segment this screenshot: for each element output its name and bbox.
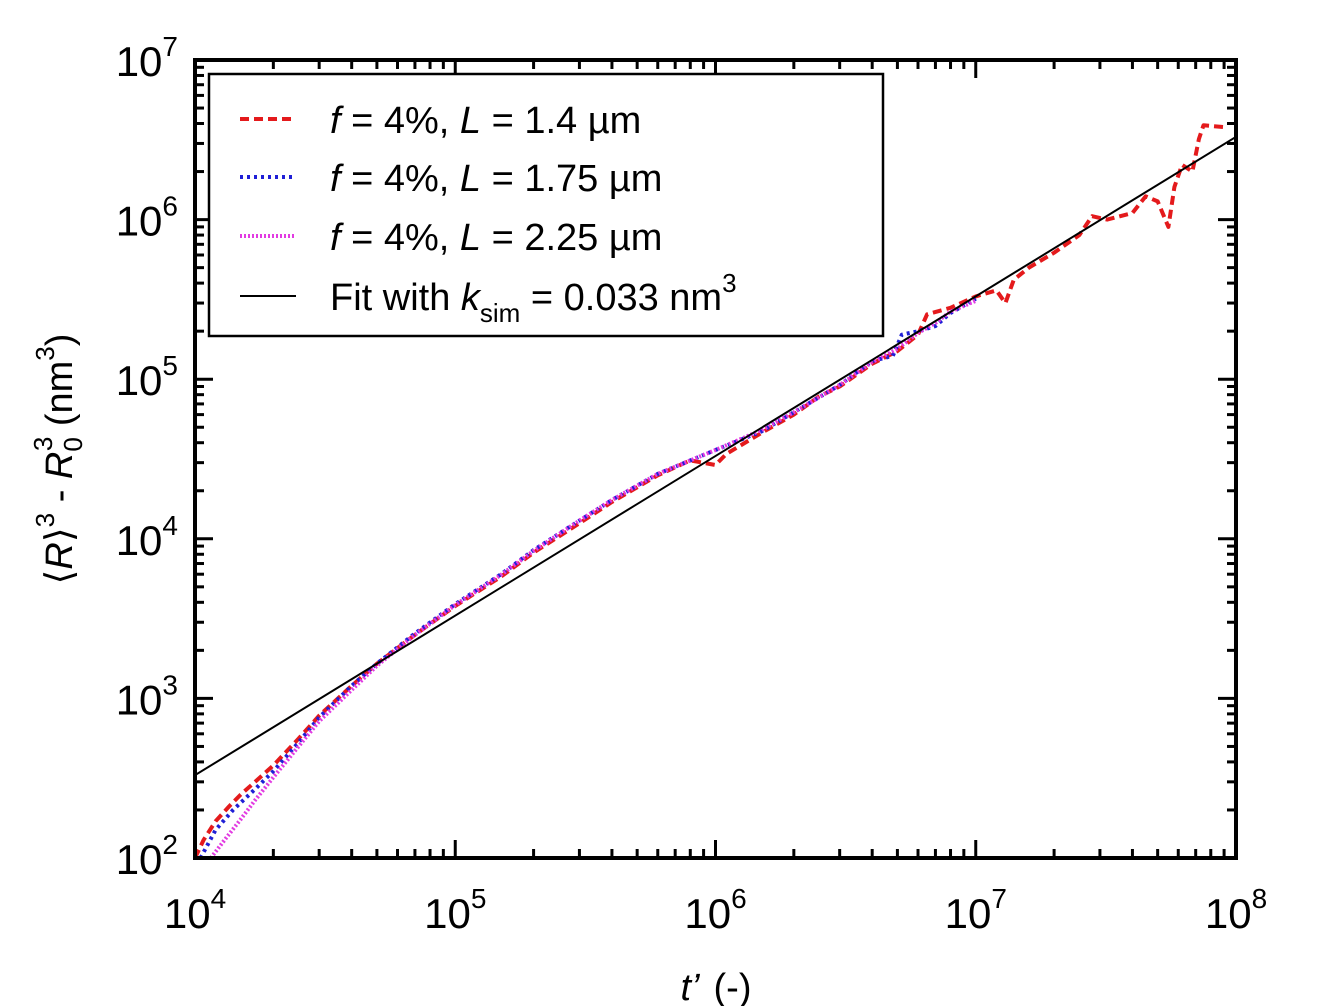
x-axis-label: t’ (-) <box>681 967 752 1006</box>
series-line-1 <box>198 296 977 858</box>
x-tick-label-1: 105 <box>424 883 486 937</box>
legend-label-series-2: f = 4%, L = 2.25 µm <box>330 217 662 259</box>
legend-label-series-0: f = 4%, L = 1.4 µm <box>330 100 641 142</box>
series-line-3 <box>195 135 1236 777</box>
y-axis-label: ⟨R⟩3 - R03 (nm3) <box>28 334 88 585</box>
y-tick-label-5: 107 <box>116 31 178 85</box>
x-tick-labels: 104 105 106 107 108 <box>164 883 1267 937</box>
series-line-2 <box>209 298 977 858</box>
x-tick-label-2: 106 <box>684 883 746 937</box>
x-tick-label-0: 104 <box>164 883 226 937</box>
y-tick-label-3: 105 <box>116 350 178 404</box>
y-tick-labels: 102 103 104 105 106 107 <box>116 31 178 883</box>
legend-label-series-1: f = 4%, L = 1.75 µm <box>330 158 662 200</box>
legend-label-series-3: Fit with ksim = 0.033 nm3 <box>330 268 737 328</box>
series-layer <box>195 123 1236 858</box>
plot-frame <box>193 58 1238 860</box>
y-tick-label-4: 106 <box>116 191 178 245</box>
y-tick-label-1: 103 <box>116 669 178 723</box>
y-tick-label-2: 104 <box>116 510 178 564</box>
y-tick-label-0: 102 <box>116 829 178 883</box>
x-tick-label-3: 107 <box>945 883 1007 937</box>
legend: f = 4%, L = 1.4 µm f = 4%, L = 1.75 µm f… <box>207 72 885 338</box>
legend-box <box>207 72 885 338</box>
x-tick-label-4: 108 <box>1205 883 1267 937</box>
